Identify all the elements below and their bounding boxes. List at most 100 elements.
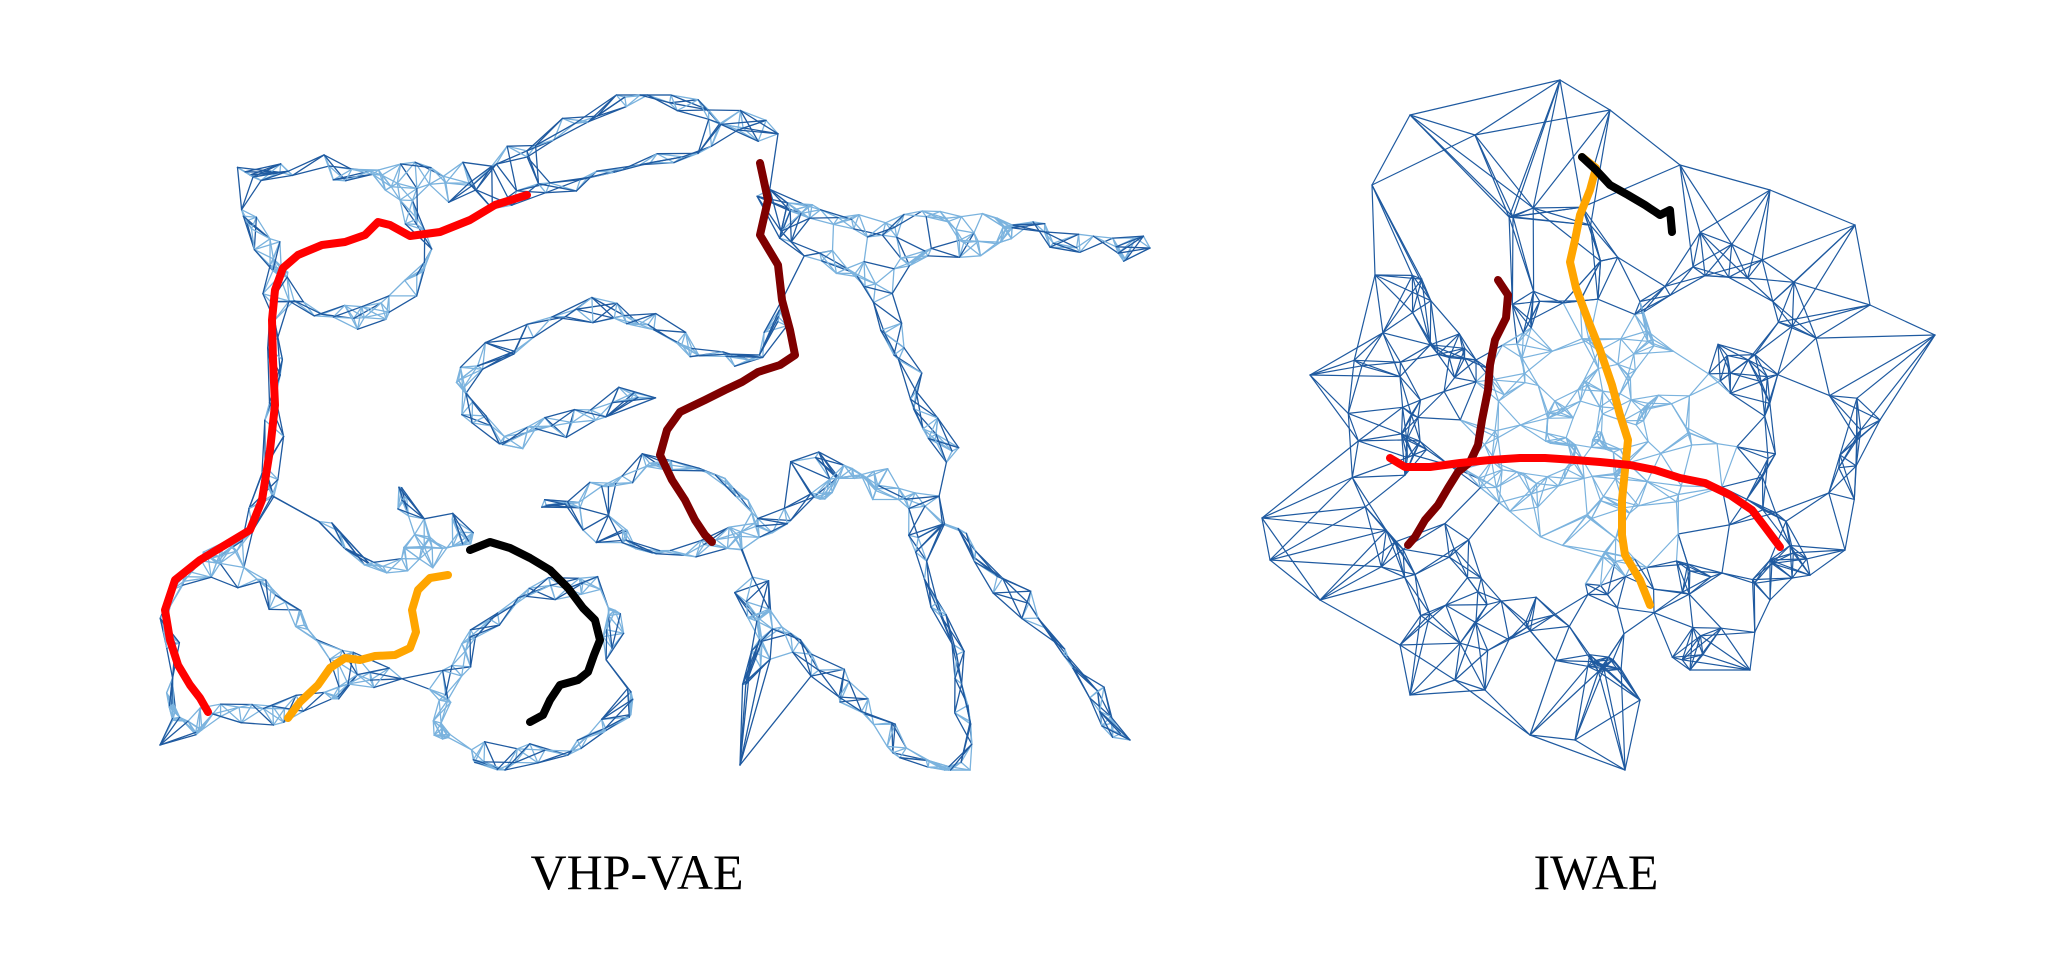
graph-edge: [992, 590, 1032, 594]
graph-edge: [513, 336, 535, 352]
graph-edge: [452, 512, 474, 534]
graph-edge: [1475, 603, 1488, 624]
graph-edge: [670, 94, 678, 112]
graph-edge: [1751, 577, 1793, 581]
graph-edge: [1692, 626, 1702, 637]
graph-edge: [388, 279, 406, 297]
graph-edge: [1828, 395, 1881, 421]
graph-edge: [750, 650, 762, 669]
graph-edge: [243, 529, 254, 569]
graph-edge: [954, 653, 958, 680]
graph-edge: [697, 123, 722, 155]
graph-edge: [404, 261, 426, 282]
graph-edge: [954, 712, 972, 725]
graph-edge: [883, 322, 903, 334]
graph-edge: [850, 218, 855, 230]
graph-edge: [734, 495, 749, 501]
graph-edge: [1583, 379, 1604, 392]
graph-edge: [1769, 558, 1808, 561]
graph-edge: [758, 331, 765, 356]
graph-edge: [445, 161, 464, 184]
graph-edge: [471, 401, 474, 424]
graph-edge: [237, 566, 245, 589]
graph-edge: [781, 626, 794, 653]
graph-edge: [356, 318, 387, 330]
graph-edge: [1572, 400, 1582, 419]
graph-edge: [1052, 242, 1081, 253]
graph-edge: [1671, 656, 1691, 671]
graph-edge: [1731, 243, 1749, 279]
graph-edge: [873, 723, 888, 748]
graph-edge: [1764, 415, 1769, 460]
graph-edge: [1754, 354, 1779, 376]
graph-edge: [1856, 397, 1881, 421]
graph-edge: [1477, 469, 1503, 479]
graph-edge: [886, 745, 907, 749]
graph-edge: [484, 323, 528, 344]
graph-edge: [485, 415, 506, 438]
graph-edge: [1699, 189, 1771, 233]
graph-edge: [698, 353, 730, 357]
graph-edge: [578, 577, 583, 595]
graph-edge: [1595, 406, 1601, 433]
graph-edge: [1754, 325, 1793, 356]
graph-edge: [715, 526, 730, 541]
graph-edge: [1677, 524, 1731, 535]
graph-edge: [1474, 109, 1611, 136]
graph-edge: [413, 518, 425, 536]
graph-edge: [271, 705, 285, 723]
graph-edge: [396, 182, 418, 190]
graph-edge: [469, 629, 472, 638]
graph-edge: [1699, 635, 1751, 671]
graph-edge: [758, 309, 780, 356]
graph-edge: [955, 229, 975, 234]
graph-edge: [715, 538, 729, 549]
graph-edge: [1583, 350, 1600, 381]
graph-edge: [526, 156, 551, 184]
graph-edge: [769, 133, 779, 190]
graph-edge: [607, 475, 623, 488]
graph-edge: [537, 750, 572, 764]
graph-edge: [725, 355, 764, 359]
graph-edge: [525, 584, 552, 598]
graph-edge: [1410, 413, 1421, 442]
graph-edge: [757, 617, 774, 630]
graph-edge: [1498, 469, 1503, 504]
graph-edge: [973, 561, 994, 594]
graph-edge: [429, 536, 433, 549]
graph-edge: [1791, 224, 1856, 327]
graph-edge: [925, 759, 929, 768]
vhp-vae-label: VHP-VAE: [530, 844, 744, 900]
iwae-red-path: [1386, 454, 1784, 551]
graph-edge: [1614, 478, 1640, 507]
graph-edge: [580, 729, 608, 750]
graph-edge: [649, 156, 684, 164]
graph-edge: [1604, 537, 1617, 553]
vhp-vae-graph-mesh: [159, 94, 1151, 771]
graph-edge: [1484, 638, 1510, 691]
graph-edge: [1726, 354, 1756, 357]
graph-edge: [1609, 109, 1681, 166]
graph-edge: [544, 416, 573, 424]
graph-edge: [386, 570, 409, 574]
graph-edge: [1430, 300, 1461, 335]
graph-edge: [1699, 231, 1733, 245]
graph-edge: [485, 415, 501, 445]
graph-edge: [1640, 410, 1645, 422]
graph-edge: [462, 368, 484, 390]
graph-edge: [428, 688, 440, 701]
graph-edge: [1860, 419, 1881, 431]
graph-edge: [1707, 373, 1731, 394]
graph-edge: [1429, 333, 1461, 346]
graph-edge: [461, 643, 467, 652]
graph-edge: [647, 94, 678, 112]
graph-edge: [1761, 259, 1795, 283]
iwae-geodesic-paths: [1386, 153, 1784, 609]
graph-edge: [1591, 475, 1602, 502]
graph-edge: [574, 94, 617, 125]
graph-edge: [930, 247, 961, 258]
graph-edge: [829, 478, 833, 494]
graph-edge: [789, 496, 815, 522]
graph-edge: [469, 636, 472, 668]
graph-edge: [411, 187, 418, 202]
